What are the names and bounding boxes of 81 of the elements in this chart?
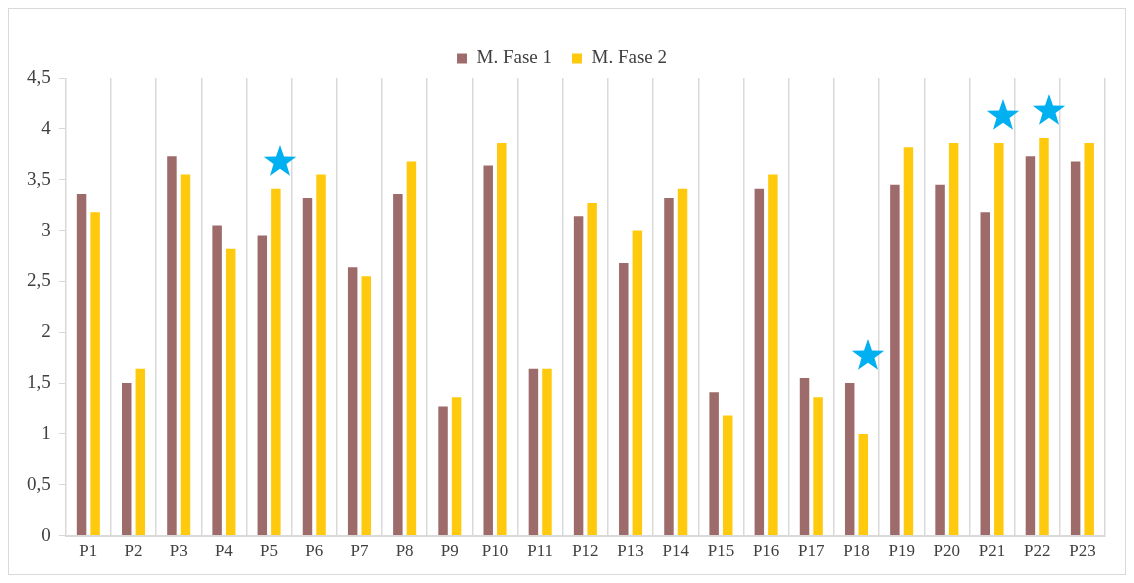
bar [542,368,552,536]
bar [361,276,371,536]
x-tick-label: P22 [1023,541,1051,561]
x-tick-label: P16 [752,541,780,561]
x-tick-label: P7 [350,541,369,561]
legend-label: M. Fase 2 [591,46,667,68]
bar [890,184,900,536]
bar [573,216,584,536]
bar [302,197,313,536]
bar [393,193,403,536]
x-tick-label: P11 [527,541,554,561]
x-tick-label: P13 [617,541,644,561]
x-tick-label: P15 [707,541,735,561]
x-tick-label: P3 [169,541,188,561]
bar [677,188,688,536]
bar [167,156,177,536]
x-tick-label: P12 [572,541,599,561]
x-tick-label: P21 [978,541,1006,561]
bar [271,188,281,536]
x-tick-label: P4 [214,541,234,561]
bar [497,143,507,536]
bar [90,212,100,536]
x-tick-label: P6 [305,541,324,561]
bar [935,184,945,536]
bar [438,406,448,536]
y-tick-label: 1 [41,421,51,443]
bar [754,188,765,536]
bar [347,267,358,536]
bar [903,147,914,536]
legend-label: M. Fase 1 [476,46,553,68]
y-tick-label: 1,5 [27,371,51,393]
x-tick-label: P2 [124,541,143,561]
y-tick-label: 0,5 [27,472,51,494]
x-tick-label: P18 [843,541,870,561]
bar [844,383,855,536]
x-tick-label: P9 [440,541,459,561]
y-tick-label: 4 [41,116,52,138]
bar [813,397,823,536]
bar [212,225,222,536]
bar [619,263,629,536]
bar [994,143,1004,536]
x-tick-label: P19 [888,541,915,561]
bar [948,143,959,536]
bar [483,165,493,536]
bar [709,392,719,536]
bar [1039,138,1049,536]
x-tick-label: P8 [395,541,414,561]
bar [180,174,191,536]
bar [257,235,268,536]
bar [1070,161,1081,536]
bar [316,174,326,536]
bar [587,203,597,536]
bar [980,212,991,536]
y-tick-label: 2 [41,320,51,342]
x-tick-label: P10 [481,541,509,561]
bar [451,397,462,536]
y-tick-label: 4,5 [27,65,51,87]
bar [768,174,778,536]
x-tick-label: P5 [260,541,279,561]
bar [406,161,417,536]
bar [722,415,733,536]
y-tick-label: 0 [41,523,51,545]
bar [528,368,539,536]
bar [122,383,132,536]
bar [664,197,674,536]
x-tick-label: P20 [933,541,961,561]
bar [858,433,869,536]
y-tick-label: 2,5 [27,269,51,291]
x-tick-label: P17 [798,541,826,561]
bar [135,368,146,536]
bar [1084,143,1094,536]
y-tick-label: 3 [41,218,51,240]
bar [1025,156,1036,536]
bar [76,193,87,536]
x-tick-label: P1 [79,541,98,561]
bar [225,248,236,536]
x-tick-label: P23 [1069,541,1096,561]
bar [799,377,810,536]
x-tick-label: P14 [662,541,690,561]
y-tick-label: 3,5 [27,167,51,189]
bar [632,230,643,536]
